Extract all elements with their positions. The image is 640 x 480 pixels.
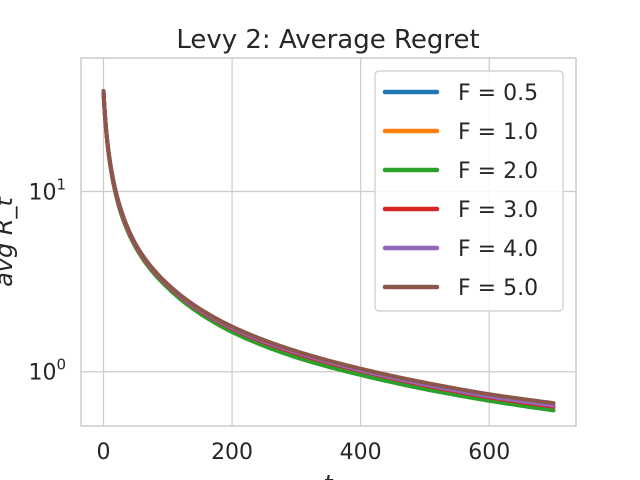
y-tick-label: 100 (28, 356, 66, 386)
legend-label: F = 4.0 (458, 237, 538, 262)
legend: F = 0.5 F = 1.0 F = 2.0 F = 3.0 F = 4.0 F = 5… (374, 70, 564, 312)
series-line-6 (101, 89, 556, 406)
x-axis-label: t (323, 470, 334, 480)
legend-label: F = 1.0 (458, 120, 538, 145)
series-lines (101, 89, 556, 413)
tick-labels: 0 200 400 600 100 101 (28, 175, 510, 465)
x-tick-label: 600 (468, 440, 510, 465)
y-axis-label: avg R_t (0, 195, 18, 286)
x-tick-label: 400 (340, 440, 382, 465)
legend-box (374, 70, 564, 312)
legend-label: F = 0.5 (458, 81, 538, 106)
legend-label: F = 3.0 (458, 198, 538, 223)
y-tick-label: 101 (28, 175, 66, 205)
legend-label: F = 2.0 (458, 159, 538, 184)
plot-frame (80, 57, 577, 427)
chart-title: Levy 2: Average Regret (176, 25, 479, 55)
legend-label: F = 5.0 (458, 276, 538, 301)
x-tick-label: 0 (97, 440, 111, 465)
x-tick-label: 200 (211, 440, 253, 465)
